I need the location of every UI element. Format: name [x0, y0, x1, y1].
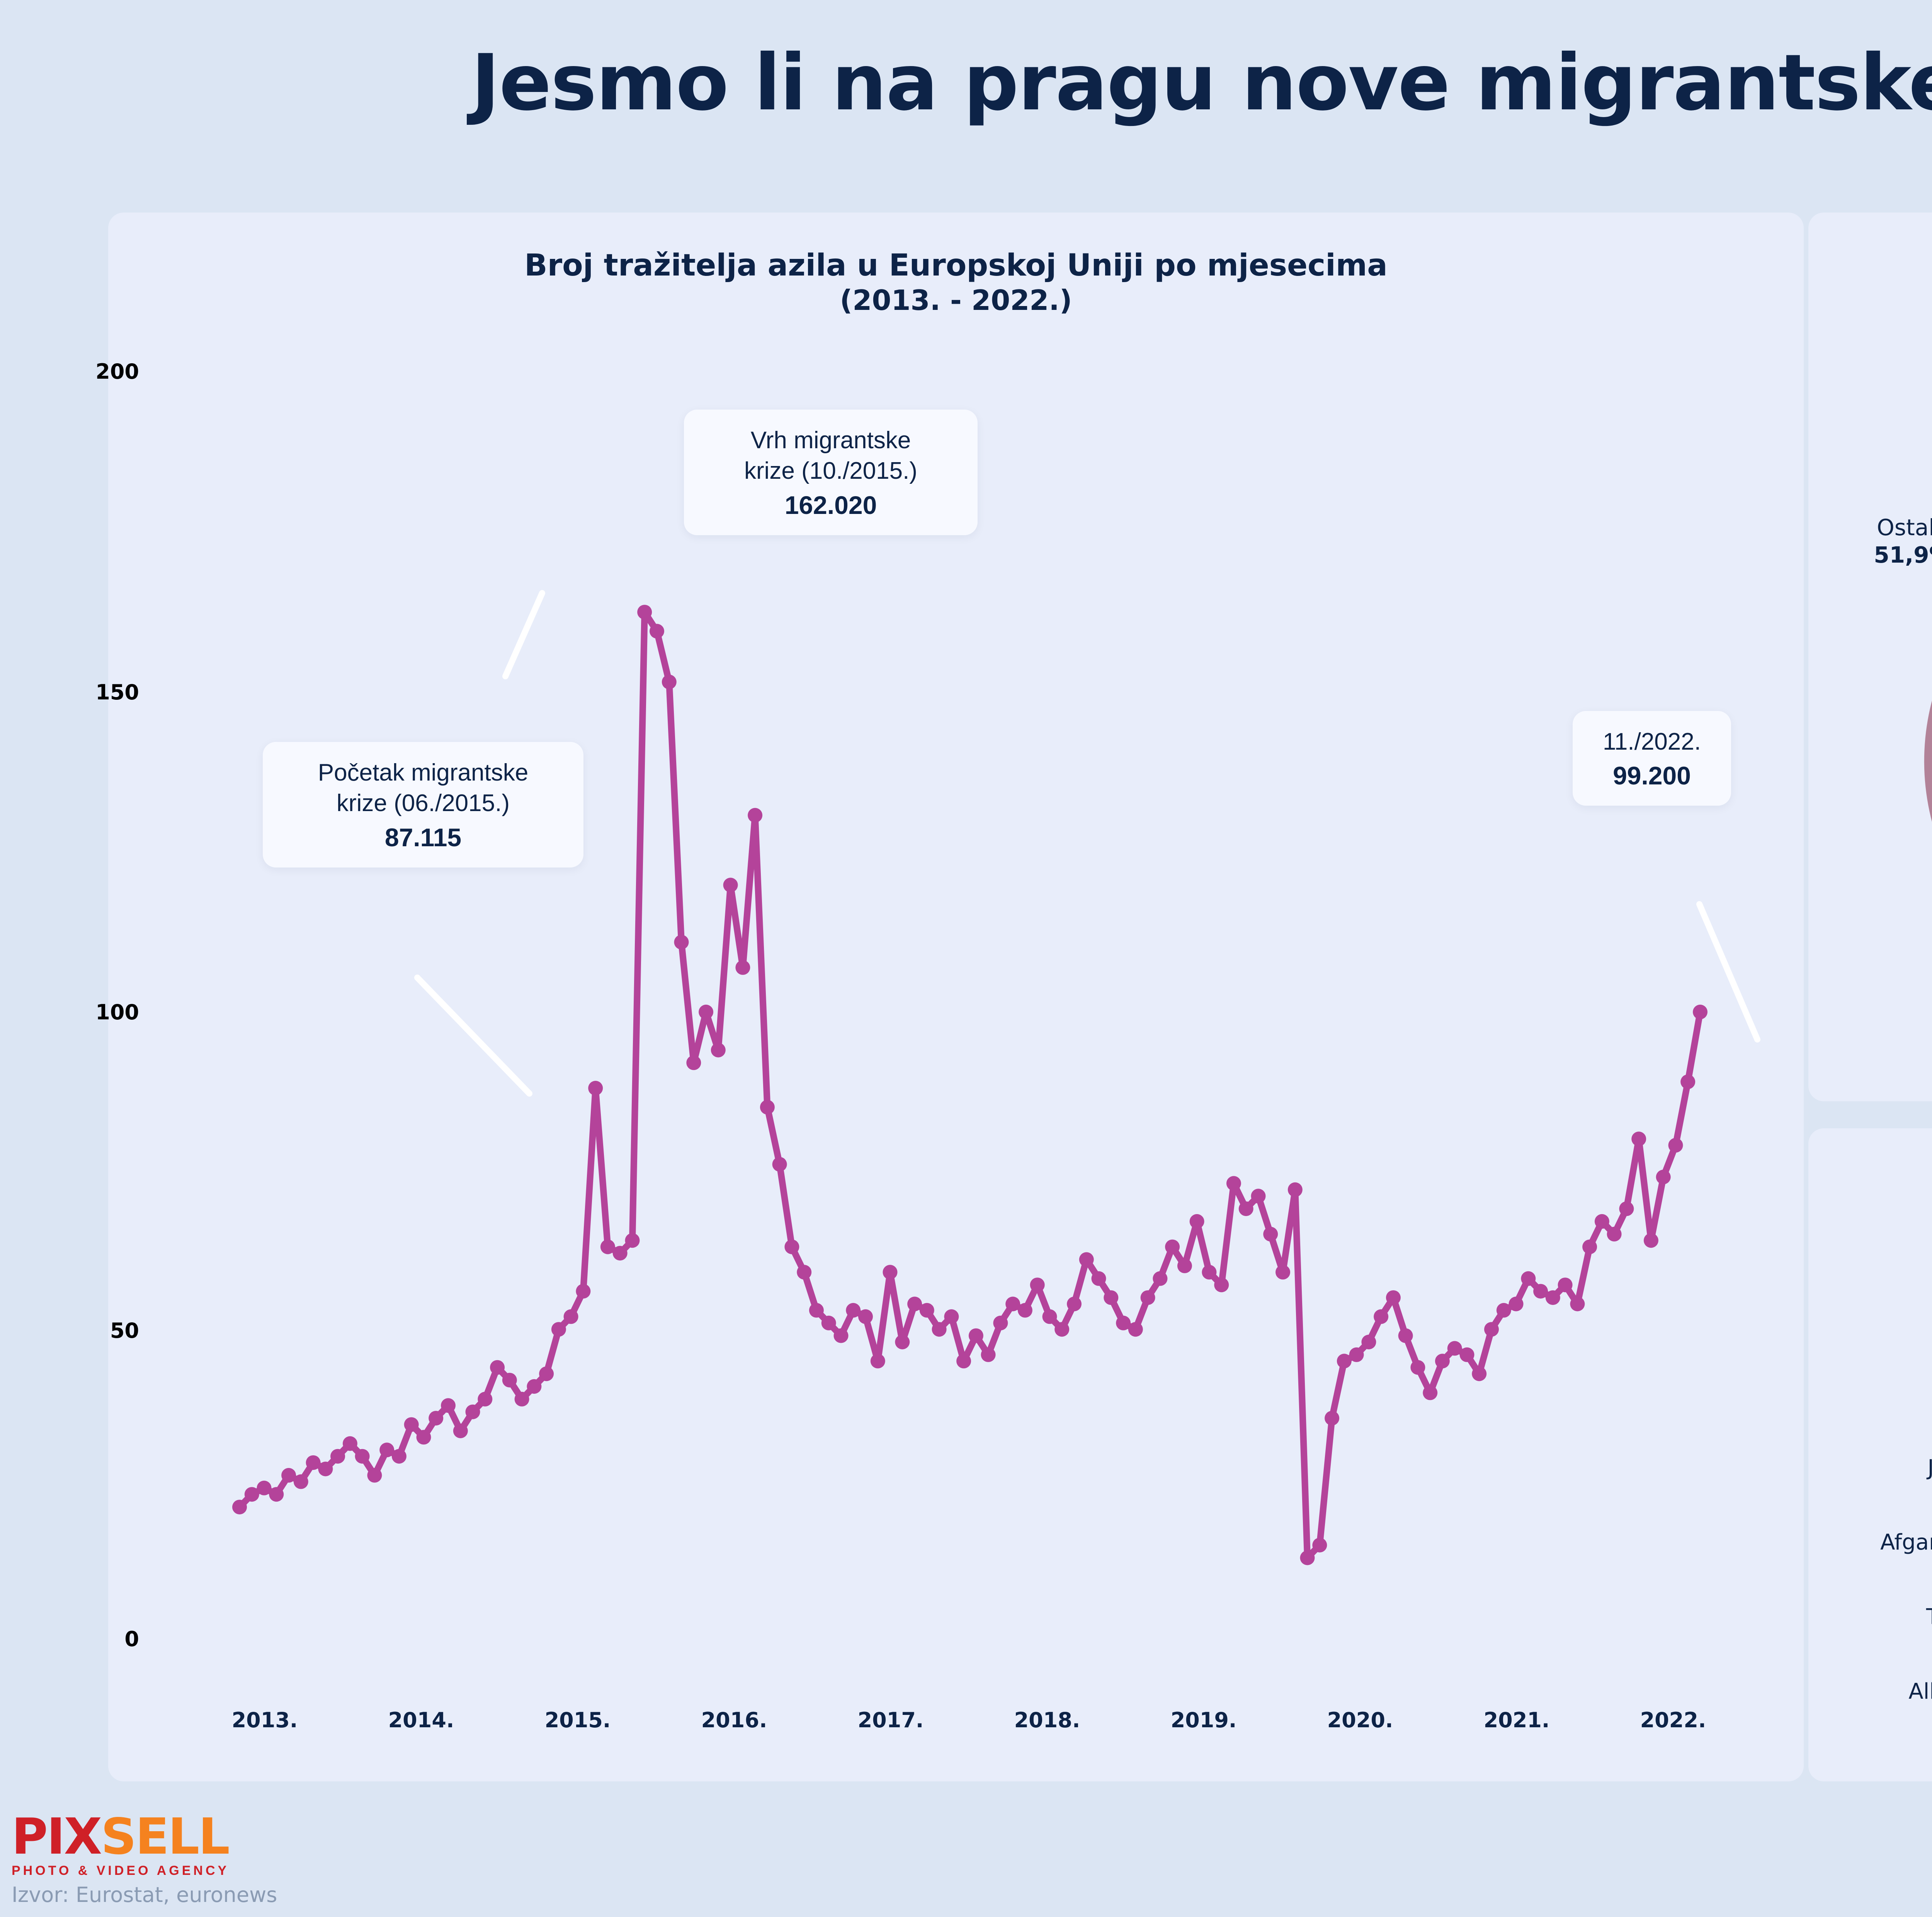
- logo-sell: SELL: [101, 1808, 230, 1866]
- donut-chart-title-line1: Pet država iz kojih dolazi najviše: [1832, 251, 1932, 288]
- donut-chart-title-block: Pet država iz kojih dolazi najviše traži…: [1832, 251, 1932, 357]
- x-tick-2013: 2013.: [231, 1708, 298, 1732]
- bar-category-label: Albanija: [1908, 1679, 1932, 1704]
- bar-chart-title-block: Stopa uspješnosti dobivanja azila u Euro…: [1832, 1155, 1932, 1287]
- bar-category-label: Afganistan: [1880, 1529, 1932, 1555]
- line-chart-title: Broj tražitelja azila u Europskoj Uniji …: [524, 248, 1388, 283]
- line-chart-title-block: Broj tražitelja azila u Europskoj Uniji …: [108, 247, 1804, 316]
- donut-chart-panel: [1808, 213, 1932, 1101]
- y-tick-150: 150: [95, 680, 139, 704]
- x-tick-2016: 2016.: [701, 1708, 767, 1732]
- line-chart-subtitle: (2013. - 2022.): [840, 284, 1072, 317]
- x-tick-2015: 2015.: [544, 1708, 611, 1732]
- origin-donut-chart: [1924, 701, 1932, 822]
- callout-leader-lines: [414, 590, 1760, 1097]
- bar-chart-title-line1: Stopa uspješnosti dobivanja azila: [1832, 1155, 1932, 1189]
- bar-category-label: Turska: [1832, 1604, 1932, 1630]
- callout-peak-line2: krize (10./2015.): [744, 458, 917, 485]
- y-tick-50: 50: [110, 1318, 139, 1343]
- donut-slices: [1924, 701, 1932, 822]
- x-tick-2020: 2020.: [1327, 1708, 1393, 1732]
- callout-start-line2: krize (06./2015.): [337, 790, 510, 817]
- bar-category-label: Sirija: [1832, 1381, 1932, 1406]
- y-tick-100: 100: [95, 1000, 139, 1024]
- logo-tagline: PHOTO & VIDEO AGENCY: [12, 1863, 230, 1878]
- success-rate-bars: Sirija 94% Jemen: [1832, 1360, 1932, 1747]
- source-note: Izvor: Eurostat, euronews: [12, 1883, 277, 1907]
- x-tick-2017: 2017.: [857, 1708, 924, 1732]
- line-series-markers: [232, 605, 1708, 1565]
- callout-latest: 11./2022. 99.200: [1573, 711, 1731, 806]
- y-tick-200: 200: [95, 359, 139, 384]
- bar-row: Turska 38%: [1832, 1584, 1932, 1650]
- callout-peak: Vrh migrantske krize (10./2015.) 162.020: [684, 410, 978, 535]
- bar-chart-subtitle: (2022.): [1832, 1257, 1932, 1287]
- callout-peak-value: 162.020: [784, 490, 877, 519]
- y-tick-0: 0: [124, 1627, 139, 1651]
- x-tick-2019: 2019.: [1170, 1708, 1237, 1732]
- pixsell-logo: PIXSELL PHOTO & VIDEO AGENCY: [12, 1812, 230, 1878]
- donut-value-ostalo: 51,9%: [1874, 541, 1932, 568]
- pixsell-wordmark: PIXSELL: [12, 1812, 230, 1862]
- bar-chart-x-axis: 0255075100: [1832, 1720, 1932, 1754]
- donut-chart-title-line2: tražitelja azila u Europskoj uniji: [1832, 288, 1932, 325]
- callout-latest-line1: 11./2022.: [1603, 728, 1701, 755]
- asylum-monthly-line-chart: [232, 590, 1760, 1565]
- bar-row: Sirija 94%: [1832, 1360, 1932, 1426]
- bar-row: Afganistan 54%: [1832, 1509, 1932, 1575]
- bar-chart-title-line2: u Europskoj Uniji po državljanstvu: [1832, 1189, 1932, 1223]
- callout-start-value: 87.115: [384, 823, 462, 852]
- x-tick-2014: 2014.: [388, 1708, 454, 1732]
- bar-row: Albanija 7%: [1832, 1658, 1932, 1724]
- bar-row: Jemen 84%: [1832, 1435, 1932, 1500]
- callout-start-line1: Početak migrantske: [318, 759, 529, 786]
- page-title: Jesmo li na pragu nove migrantske krize?: [471, 38, 1932, 128]
- logo-pix: PIX: [12, 1808, 102, 1866]
- x-tick-2022: 2022.: [1640, 1708, 1706, 1732]
- x-tick-2018: 2018.: [1014, 1708, 1080, 1732]
- callout-start: Početak migrantske krize (06./2015.) 87.…: [263, 742, 583, 867]
- bar-category-label: Jemen: [1927, 1455, 1932, 1480]
- callout-latest-value: 99.200: [1613, 761, 1691, 790]
- x-tick-2021: 2021.: [1483, 1708, 1550, 1732]
- callout-peak-line1: Vrh migrantske: [750, 427, 911, 454]
- bar-chart-panel: [1808, 1128, 1932, 1781]
- donut-chart-subtitle: (11./2022.): [1832, 325, 1932, 357]
- donut-label-ostalo: Ostalo 51,9%: [1832, 514, 1932, 569]
- bar-chart-title-line3: tražitelja: [1832, 1223, 1932, 1257]
